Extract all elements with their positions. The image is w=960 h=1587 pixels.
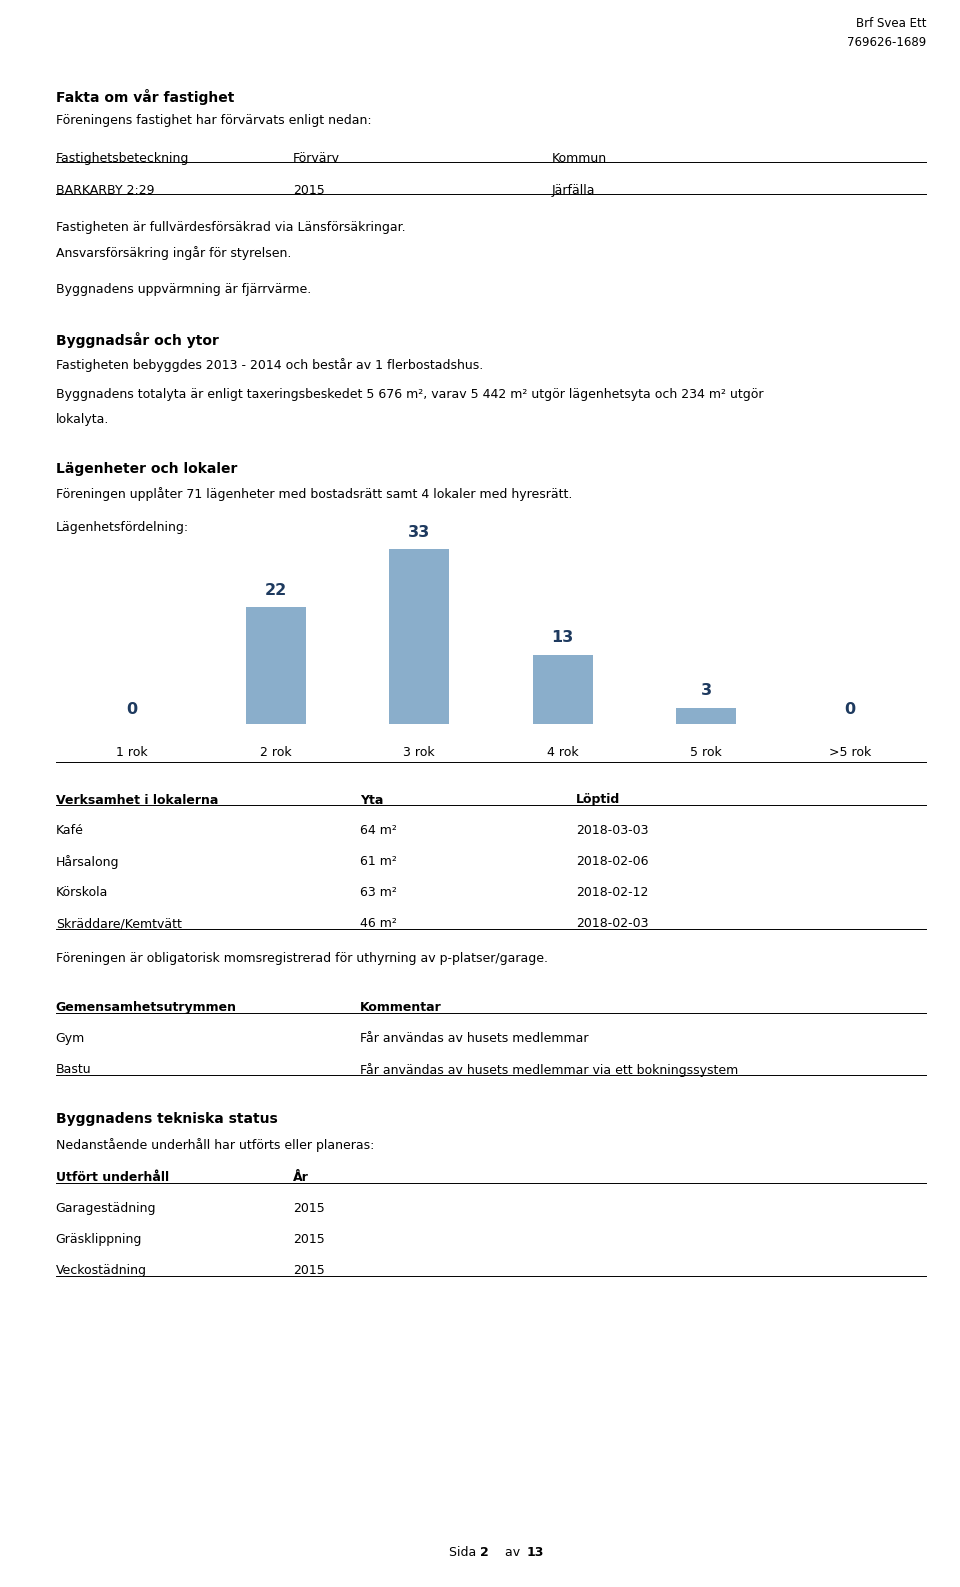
- Text: 2: 2: [480, 1546, 489, 1558]
- Text: 63 m²: 63 m²: [360, 886, 396, 900]
- Text: Får användas av husets medlemmar via ett bokningssystem: Får användas av husets medlemmar via ett…: [360, 1063, 738, 1078]
- Text: Körskola: Körskola: [56, 886, 108, 900]
- Text: Lägenhetsfördelning:: Lägenhetsfördelning:: [56, 521, 189, 533]
- Text: 13: 13: [552, 630, 574, 646]
- Text: av: av: [501, 1546, 524, 1558]
- Text: lokalyta.: lokalyta.: [56, 413, 109, 425]
- Text: Föreningen upplåter 71 lägenheter med bostadsrätt samt 4 lokaler med hyresrätt.: Föreningen upplåter 71 lägenheter med bo…: [56, 487, 572, 501]
- Text: 2018-02-03: 2018-02-03: [576, 917, 649, 930]
- Text: 1 rok: 1 rok: [116, 746, 148, 759]
- Text: 64 m²: 64 m²: [360, 825, 396, 838]
- Text: 3: 3: [701, 684, 712, 698]
- Text: 2018-02-06: 2018-02-06: [576, 855, 649, 868]
- Text: 5 rok: 5 rok: [690, 746, 722, 759]
- Text: >5 rok: >5 rok: [828, 746, 871, 759]
- Text: Brf Svea Ett: Brf Svea Ett: [856, 16, 926, 30]
- Text: Utfört underhåll: Utfört underhåll: [56, 1171, 169, 1184]
- Bar: [533, 655, 593, 724]
- Text: 2018-02-12: 2018-02-12: [576, 886, 648, 900]
- Text: Fastigheten är fullvärdesförsäkrad via Länsförsäkringar.: Fastigheten är fullvärdesförsäkrad via L…: [56, 221, 405, 235]
- Text: Fastighetsbeteckning: Fastighetsbeteckning: [56, 152, 189, 165]
- Text: 33: 33: [408, 525, 430, 540]
- Text: 0: 0: [127, 703, 138, 717]
- Text: Får användas av husets medlemmar: Får användas av husets medlemmar: [360, 1033, 588, 1046]
- Bar: [676, 708, 736, 724]
- Text: År: År: [293, 1171, 309, 1184]
- Text: Byggnadsår och ytor: Byggnadsår och ytor: [56, 332, 219, 349]
- Bar: [246, 608, 306, 724]
- Text: 2015: 2015: [293, 1233, 324, 1246]
- Text: Föreningen är obligatorisk momsregistrerad för uthyrning av p-platser/garage.: Föreningen är obligatorisk momsregistrer…: [56, 952, 547, 965]
- Text: 61 m²: 61 m²: [360, 855, 396, 868]
- Text: Kommentar: Kommentar: [360, 1001, 442, 1014]
- Text: Fastigheten bebyggdes 2013 - 2014 och består av 1 flerbostadshus.: Fastigheten bebyggdes 2013 - 2014 och be…: [56, 357, 483, 371]
- Text: Förvärv: Förvärv: [293, 152, 340, 165]
- Text: Skräddare/Kemtvätt: Skräddare/Kemtvätt: [56, 917, 181, 930]
- Text: Nedanstående underhåll har utförts eller planeras:: Nedanstående underhåll har utförts eller…: [56, 1138, 374, 1152]
- Text: 2015: 2015: [293, 1265, 324, 1278]
- Text: 2 rok: 2 rok: [260, 746, 292, 759]
- Text: Sida: Sida: [448, 1546, 480, 1558]
- Text: Föreningens fastighet har förvärvats enligt nedan:: Föreningens fastighet har förvärvats enl…: [56, 114, 372, 127]
- Text: Yta: Yta: [360, 794, 383, 806]
- Text: Järfälla: Järfälla: [552, 184, 595, 197]
- Text: Byggnadens totalyta är enligt taxeringsbeskedet 5 676 m², varav 5 442 m² utgör l: Byggnadens totalyta är enligt taxeringsb…: [56, 387, 763, 402]
- Text: BARKARBY 2:29: BARKARBY 2:29: [56, 184, 155, 197]
- Text: Veckostädning: Veckostädning: [56, 1265, 147, 1278]
- Bar: [389, 549, 449, 724]
- Text: Hårsalong: Hårsalong: [56, 855, 119, 870]
- Text: Byggnadens tekniska status: Byggnadens tekniska status: [56, 1112, 277, 1127]
- Text: Gräsklippning: Gräsklippning: [56, 1233, 142, 1246]
- Text: 22: 22: [265, 582, 287, 598]
- Text: Kafé: Kafé: [56, 825, 84, 838]
- Text: 13: 13: [527, 1546, 544, 1558]
- Text: Löptid: Löptid: [576, 794, 620, 806]
- Text: 3 rok: 3 rok: [403, 746, 435, 759]
- Text: 46 m²: 46 m²: [360, 917, 396, 930]
- Text: 2015: 2015: [293, 184, 324, 197]
- Text: 0: 0: [844, 703, 855, 717]
- Text: Gemensamhetsutrymmen: Gemensamhetsutrymmen: [56, 1001, 237, 1014]
- Text: 4 rok: 4 rok: [547, 746, 579, 759]
- Text: 2018-03-03: 2018-03-03: [576, 825, 649, 838]
- Text: Kommun: Kommun: [552, 152, 607, 165]
- Text: Bastu: Bastu: [56, 1063, 91, 1076]
- Text: Gym: Gym: [56, 1033, 84, 1046]
- Text: 769626-1689: 769626-1689: [847, 35, 926, 49]
- Text: Garagestädning: Garagestädning: [56, 1203, 156, 1216]
- Text: Fakta om vår fastighet: Fakta om vår fastighet: [56, 89, 234, 105]
- Text: 2015: 2015: [293, 1203, 324, 1216]
- Text: Ansvarsförsäkring ingår för styrelsen.: Ansvarsförsäkring ingår för styrelsen.: [56, 246, 291, 260]
- Text: Byggnadens uppvärmning är fjärrvärme.: Byggnadens uppvärmning är fjärrvärme.: [56, 282, 311, 297]
- Text: Verksamhet i lokalerna: Verksamhet i lokalerna: [56, 794, 218, 806]
- Text: Lägenheter och lokaler: Lägenheter och lokaler: [56, 462, 237, 476]
